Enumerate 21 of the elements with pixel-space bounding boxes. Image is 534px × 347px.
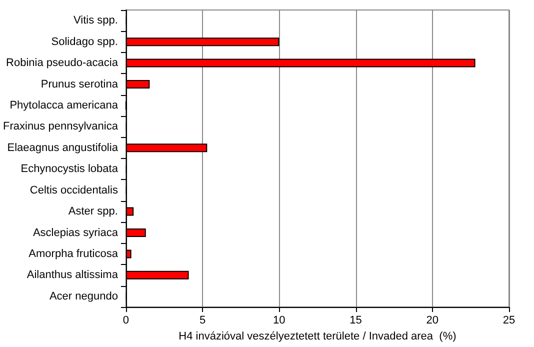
- x-tick-label: 5: [199, 314, 206, 326]
- x-tick-label: 0: [122, 314, 130, 326]
- x-tick-label: 10: [273, 314, 286, 326]
- y-tick-label: Echynocystis lobata: [20, 163, 119, 176]
- x-tick-label: 20: [426, 314, 439, 326]
- y-tick-label: Solidago spp.: [51, 36, 118, 48]
- x-tick-label: 15: [350, 314, 362, 326]
- x-axis-title: H4 invázióval veszélyeztetett területe / Invaded area (%): [178, 330, 456, 342]
- y-tick-label: Ailanthus altissima: [26, 269, 119, 282]
- y-tick-label: Phytolacca americana: [10, 99, 119, 112]
- y-tick-label: Acer negundo: [49, 290, 118, 302]
- y-tick-label: Fraxinus pennsylvanica: [2, 120, 119, 133]
- y-tick-label: Robinia pseudo-acacia: [6, 57, 119, 70]
- y-tick-label: Celtis occidentalis: [30, 184, 118, 196]
- y-tick-label: Aster spp.: [68, 206, 118, 218]
- y-tick-label: Amorpha fruticosa: [28, 248, 119, 260]
- y-tick-label: Elaeagnus angustifolia: [7, 142, 119, 154]
- y-tick-label: Prunus serotina: [40, 78, 119, 90]
- y-tick-label: Vitis spp.: [74, 14, 118, 27]
- y-tick-label: Asclepias syriaca: [32, 226, 119, 239]
- x-tick-label: 25: [502, 314, 516, 326]
